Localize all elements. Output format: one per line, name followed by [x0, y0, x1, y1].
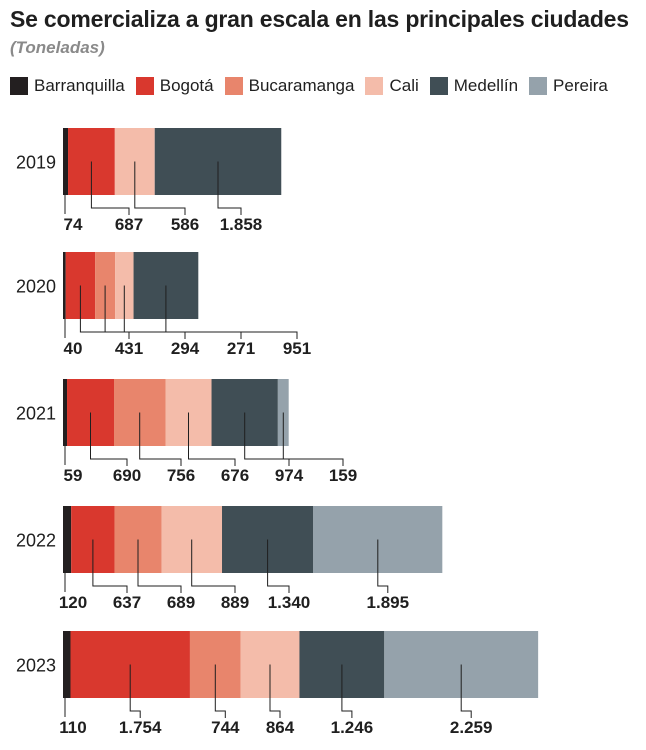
leader-line — [90, 161, 130, 215]
y-tick-label: 2023 — [16, 656, 56, 676]
leader-line — [134, 161, 186, 215]
value-label: 2.259 — [450, 718, 493, 737]
value-label: 1.340 — [268, 593, 311, 612]
value-label: 271 — [227, 339, 255, 358]
bar-row-2021: 2021 59 690 756 676 974 159 — [16, 379, 357, 485]
legend-item-bogota: Bogotá — [135, 76, 214, 96]
value-label: 120 — [59, 593, 87, 612]
legend-swatch — [429, 77, 448, 95]
bar-segment-barranquilla-2020 — [63, 252, 66, 319]
value-label: 676 — [221, 466, 249, 485]
legend-item-bucaramanga: Bucaramanga — [224, 76, 355, 96]
legend-swatch — [529, 77, 548, 95]
bar-segment-barranquilla-2021 — [63, 379, 68, 446]
bar-row-2019: 2019 74 687 586 1.858 — [16, 128, 282, 234]
legend-label: Cali — [389, 76, 419, 95]
value-label: 744 — [211, 718, 240, 737]
value-label: 431 — [115, 339, 143, 358]
value-label: 756 — [167, 466, 195, 485]
chart-legend: Barranquilla Bogotá Bucaramanga Cali Medellí… — [10, 76, 619, 96]
value-label: 689 — [167, 593, 195, 612]
value-label: 690 — [113, 466, 141, 485]
legend-swatch — [135, 77, 154, 95]
legend-swatch — [365, 77, 384, 95]
value-label: 1.246 — [331, 718, 374, 737]
leader-line — [139, 412, 182, 466]
bar-segment-barranquilla-2019 — [63, 128, 69, 195]
leader-line — [217, 161, 242, 215]
leader-line — [460, 664, 472, 718]
value-label: 1.858 — [220, 215, 263, 234]
leader-line — [137, 539, 182, 593]
leader-line — [188, 412, 236, 466]
leader-line — [165, 285, 298, 339]
bar-row-2022: 2022 120 637 689 889 1.340 1.895 — [16, 506, 443, 612]
legend-label: Barranquilla — [34, 76, 125, 95]
value-label: 159 — [329, 466, 357, 485]
y-tick-label: 2020 — [16, 277, 56, 297]
value-label: 1.754 — [119, 718, 162, 737]
leader-line — [191, 539, 236, 593]
value-label: 974 — [275, 466, 304, 485]
value-label: 74 — [64, 215, 83, 234]
value-label: 40 — [64, 339, 83, 358]
legend-item-pereira: Pereira — [529, 76, 608, 96]
legend-item-cali: Cali — [365, 76, 419, 96]
y-tick-label: 2021 — [16, 404, 56, 424]
legend-label: Bogotá — [159, 76, 214, 95]
legend-item-medellin: Medellín — [429, 76, 519, 96]
leader-line — [92, 539, 128, 593]
leader-line — [377, 539, 389, 593]
value-label: 637 — [113, 593, 141, 612]
bar-row-2023: 2023 110 1.754 744 864 1.246 2.259 — [16, 631, 539, 737]
leader-line — [269, 664, 281, 718]
y-tick-label: 2019 — [16, 153, 56, 173]
leader-line — [267, 539, 290, 593]
value-label: 1.895 — [367, 593, 410, 612]
value-label: 951 — [283, 339, 311, 358]
value-label: 586 — [171, 215, 199, 234]
value-label: 889 — [221, 593, 249, 612]
legend-label: Bucaramanga — [248, 76, 355, 95]
value-label: 864 — [266, 718, 295, 737]
legend-swatch — [224, 77, 243, 95]
value-label: 294 — [171, 339, 200, 358]
chart-subtitle: (Toneladas) — [10, 38, 105, 57]
y-tick-label: 2022 — [16, 531, 56, 551]
legend-label: Pereira — [553, 76, 608, 95]
bar-segment-barranquilla-2023 — [63, 631, 71, 698]
bar-segment-barranquilla-2022 — [63, 506, 72, 573]
leader-line — [282, 412, 344, 466]
value-label: 687 — [115, 215, 143, 234]
leader-line — [90, 412, 128, 466]
value-label: 59 — [64, 466, 83, 485]
value-label: 110 — [59, 718, 86, 737]
leader-line — [214, 664, 226, 718]
bar-row-2020: 2020 40 431 294 271 951 — [16, 252, 311, 358]
legend-swatch — [10, 77, 28, 95]
legend-label: Medellín — [453, 76, 519, 95]
leader-line — [341, 664, 353, 718]
leader-line — [244, 412, 290, 466]
legend-item-barranquilla: Barranquilla — [10, 76, 125, 96]
leader-line — [129, 664, 141, 718]
chart-title: Se comercializa a gran escala en las pri… — [10, 6, 629, 32]
